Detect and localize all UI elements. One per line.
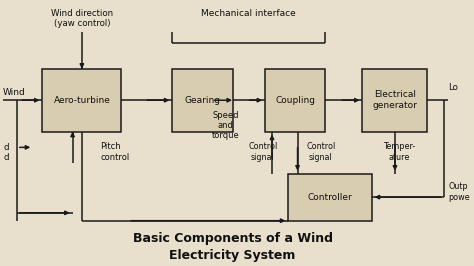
Text: Lo: Lo [448, 83, 458, 92]
FancyBboxPatch shape [173, 69, 233, 132]
Text: Wind: Wind [3, 88, 26, 97]
Text: Gearing: Gearing [184, 96, 220, 105]
Text: Wind direction
(yaw control): Wind direction (yaw control) [51, 9, 113, 28]
FancyBboxPatch shape [265, 69, 325, 132]
Text: Speed
and
torque: Speed and torque [212, 111, 239, 140]
Text: Outp
powe: Outp powe [448, 182, 470, 202]
Text: Basic Components of a Wind
Electricity System: Basic Components of a Wind Electricity S… [133, 232, 333, 262]
Text: Temper-
ature: Temper- ature [383, 142, 416, 161]
FancyBboxPatch shape [43, 69, 121, 132]
Text: Control
signal: Control signal [248, 142, 277, 161]
Text: Aero-turbine: Aero-turbine [54, 96, 110, 105]
Text: Pitch
control: Pitch control [100, 142, 130, 161]
FancyBboxPatch shape [363, 69, 428, 132]
Text: Control
signal: Control signal [306, 142, 336, 161]
FancyBboxPatch shape [288, 173, 372, 221]
Text: Coupling: Coupling [275, 96, 315, 105]
Text: d
d: d d [3, 143, 9, 162]
Text: Mechanical interface: Mechanical interface [201, 9, 296, 18]
Text: Controller: Controller [308, 193, 352, 202]
Text: Electrical
generator: Electrical generator [373, 90, 418, 110]
